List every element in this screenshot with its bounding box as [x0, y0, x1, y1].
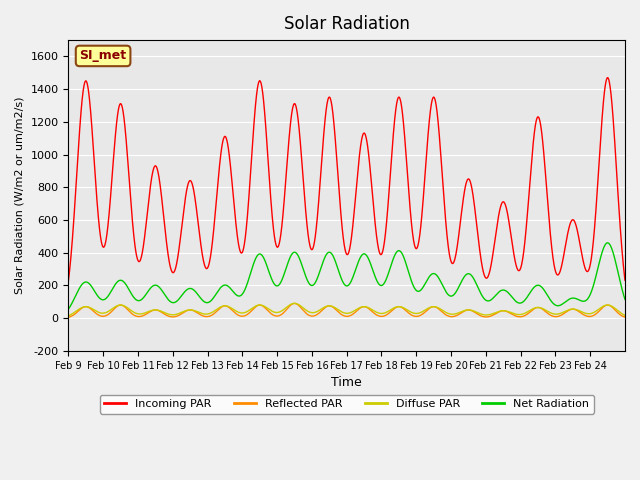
Incoming PAR — [397, 101, 405, 107]
Reflected PAR — [397, 304, 405, 310]
Diffuse PAR — [500, 308, 508, 313]
Diffuse PAR — [397, 304, 405, 310]
Diffuse PAR — [621, 312, 629, 318]
Net Radiation — [621, 297, 629, 302]
Legend: Incoming PAR, Reflected PAR, Diffuse PAR, Net Radiation: Incoming PAR, Reflected PAR, Diffuse PAR… — [100, 395, 594, 414]
Reflected PAR — [367, 308, 375, 314]
Line: Diffuse PAR: Diffuse PAR — [68, 303, 625, 316]
Reflected PAR — [291, 300, 298, 306]
Reflected PAR — [621, 314, 629, 320]
Reflected PAR — [65, 314, 72, 320]
Net Radiation — [180, 290, 188, 296]
Incoming PAR — [604, 75, 611, 81]
Net Radiation — [367, 263, 375, 269]
Reflected PAR — [500, 308, 508, 313]
Net Radiation — [499, 287, 507, 293]
Incoming PAR — [621, 277, 629, 283]
Title: Solar Radiation: Solar Radiation — [284, 15, 410, 33]
Net Radiation — [527, 289, 534, 295]
Text: SI_met: SI_met — [79, 49, 127, 62]
Diffuse PAR — [367, 306, 375, 312]
Y-axis label: Solar Radiation (W/m2 or um/m2/s): Solar Radiation (W/m2 or um/m2/s) — [15, 97, 25, 294]
Incoming PAR — [367, 179, 375, 184]
Diffuse PAR — [65, 313, 72, 319]
Incoming PAR — [541, 165, 549, 171]
Incoming PAR — [65, 278, 72, 284]
Reflected PAR — [541, 308, 549, 314]
Diffuse PAR — [527, 307, 534, 313]
Incoming PAR — [180, 207, 188, 213]
Line: Net Radiation: Net Radiation — [68, 243, 625, 309]
Reflected PAR — [527, 309, 534, 314]
Net Radiation — [541, 288, 549, 294]
Reflected PAR — [180, 310, 188, 315]
Net Radiation — [604, 240, 611, 246]
Diffuse PAR — [180, 309, 188, 314]
Incoming PAR — [499, 199, 507, 204]
Net Radiation — [397, 249, 405, 255]
Incoming PAR — [527, 170, 534, 176]
Diffuse PAR — [291, 300, 298, 306]
Diffuse PAR — [541, 307, 549, 312]
Line: Reflected PAR: Reflected PAR — [68, 303, 625, 317]
X-axis label: Time: Time — [332, 376, 362, 389]
Line: Incoming PAR: Incoming PAR — [68, 78, 625, 281]
Net Radiation — [65, 306, 72, 312]
